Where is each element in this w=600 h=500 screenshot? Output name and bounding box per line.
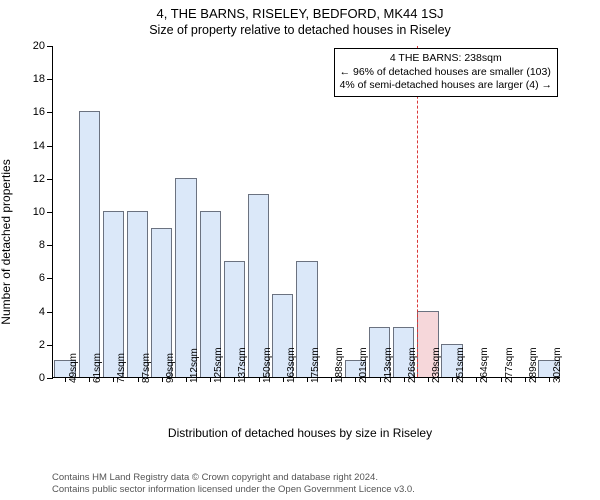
x-tick-label: 226sqm	[407, 347, 418, 383]
y-tick	[47, 146, 53, 147]
x-tick-label: 150sqm	[262, 347, 273, 383]
x-tick	[259, 377, 260, 382]
y-tick	[47, 79, 53, 80]
x-tick	[355, 377, 356, 382]
x-tick	[283, 377, 284, 382]
x-tick-label: 239sqm	[431, 347, 442, 383]
y-tick-label: 18	[33, 73, 45, 85]
y-tick-label: 20	[33, 40, 45, 52]
y-axis-label: Number of detached properties	[0, 159, 13, 324]
y-tick	[47, 245, 53, 246]
x-tick-label: 175sqm	[310, 347, 321, 383]
plot-area: 0246810121416182049sqm61sqm74sqm87sqm99s…	[52, 46, 560, 378]
x-tick	[452, 377, 453, 382]
x-tick-label: 213sqm	[383, 347, 394, 383]
attribution-line-2: Contains public sector information licen…	[52, 484, 415, 496]
y-tick	[47, 345, 53, 346]
y-tick	[47, 212, 53, 213]
x-tick	[501, 377, 502, 382]
x-tick	[307, 377, 308, 382]
y-tick	[47, 278, 53, 279]
x-tick	[234, 377, 235, 382]
x-tick	[525, 377, 526, 382]
x-tick	[186, 377, 187, 382]
y-tick-label: 6	[39, 272, 45, 284]
histogram-bar	[79, 111, 100, 377]
attribution-line-1: Contains HM Land Registry data © Crown c…	[52, 472, 415, 484]
y-tick-label: 4	[39, 306, 45, 318]
x-tick	[380, 377, 381, 382]
x-tick-label: 137sqm	[237, 347, 248, 383]
y-tick-label: 8	[39, 239, 45, 251]
annotation-line-3: 4% of semi-detached houses are larger (4…	[340, 79, 552, 93]
x-tick-label: 188sqm	[334, 347, 345, 383]
x-tick-label: 251sqm	[455, 347, 466, 383]
x-tick	[428, 377, 429, 382]
x-tick-label: 99sqm	[165, 353, 176, 383]
x-axis-label: Distribution of detached houses by size …	[0, 426, 600, 440]
x-tick	[162, 377, 163, 382]
y-tick-label: 16	[33, 106, 45, 118]
x-tick	[138, 377, 139, 382]
x-tick	[210, 377, 211, 382]
x-tick-label: 302sqm	[552, 347, 563, 383]
x-tick-label: 277sqm	[504, 347, 515, 383]
x-tick-label: 125sqm	[213, 347, 224, 383]
x-tick-label: 74sqm	[116, 353, 127, 383]
x-tick-label: 87sqm	[141, 353, 152, 383]
x-tick-label: 61sqm	[92, 353, 103, 383]
x-tick-label: 112sqm	[189, 348, 200, 383]
x-tick-label: 201sqm	[358, 347, 369, 383]
chart-subtitle: Size of property relative to detached ho…	[0, 21, 600, 37]
y-tick-label: 10	[33, 206, 45, 218]
chart-area: Number of detached properties 0246810121…	[0, 42, 600, 442]
y-tick	[47, 46, 53, 47]
y-tick	[47, 312, 53, 313]
y-tick-label: 0	[39, 372, 45, 384]
annotation-box: 4 THE BARNS: 238sqm← 96% of detached hou…	[334, 48, 558, 97]
x-tick	[65, 377, 66, 382]
annotation-line-1: 4 THE BARNS: 238sqm	[340, 52, 552, 66]
y-tick-label: 14	[33, 140, 45, 152]
attribution-text: Contains HM Land Registry data © Crown c…	[52, 472, 415, 496]
x-tick	[113, 377, 114, 382]
x-tick-label: 289sqm	[528, 347, 539, 383]
histogram-bar	[175, 178, 196, 377]
x-tick	[331, 377, 332, 382]
y-tick-label: 2	[39, 339, 45, 351]
annotation-line-2: ← 96% of detached houses are smaller (10…	[340, 66, 552, 80]
y-tick	[47, 112, 53, 113]
x-tick	[476, 377, 477, 382]
chart-title-address: 4, THE BARNS, RISELEY, BEDFORD, MK44 1SJ	[0, 0, 600, 21]
y-tick	[47, 378, 53, 379]
x-tick	[549, 377, 550, 382]
y-tick-label: 12	[33, 173, 45, 185]
y-tick	[47, 179, 53, 180]
x-tick	[89, 377, 90, 382]
x-tick-label: 163sqm	[286, 347, 297, 383]
x-tick-label: 264sqm	[479, 347, 490, 383]
x-tick	[404, 377, 405, 382]
x-tick-label: 49sqm	[68, 353, 79, 383]
